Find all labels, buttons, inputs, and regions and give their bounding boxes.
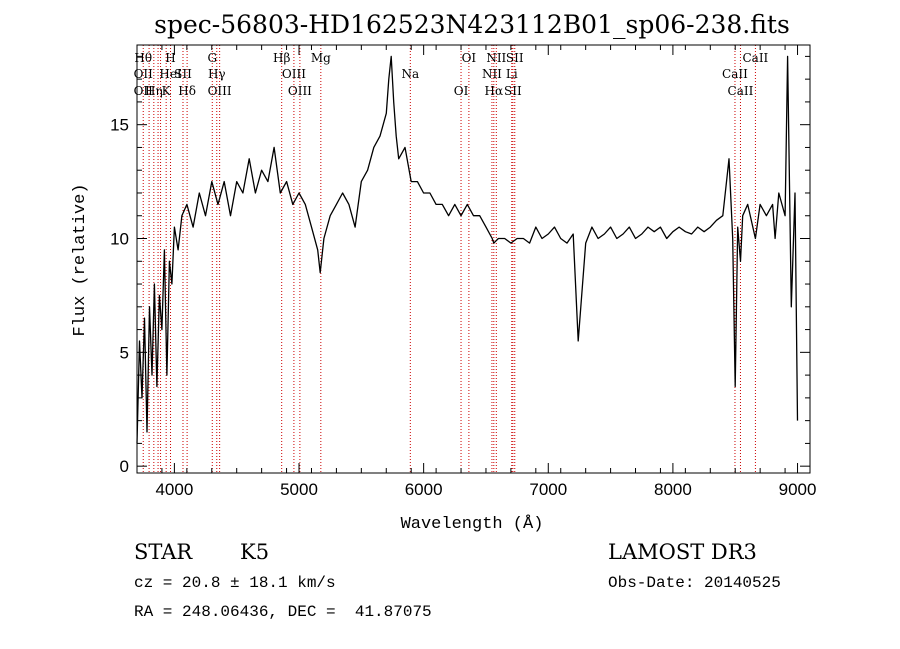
line-marker-label: CaII bbox=[728, 84, 754, 98]
redshift-readout: cz = 20.8 ± 18.1 km/s bbox=[134, 574, 336, 592]
y-tick-label: 5 bbox=[120, 343, 129, 362]
y-tick-label: 15 bbox=[110, 116, 129, 135]
x-tick-label: 7000 bbox=[529, 480, 567, 499]
line-marker-label: Li bbox=[506, 67, 518, 81]
line-marker-label: NII bbox=[482, 67, 502, 81]
x-tick-label: 6000 bbox=[405, 480, 443, 499]
line-marker-label: K bbox=[162, 84, 172, 98]
spectrum-series bbox=[136, 55, 799, 444]
y-tick-label: 10 bbox=[110, 230, 129, 249]
line-marker-label: NII bbox=[486, 51, 506, 65]
line-marker-label: Hδ bbox=[178, 84, 196, 98]
line-marker-label: CaII bbox=[742, 51, 768, 65]
line-marker-label: OI bbox=[454, 84, 469, 98]
emission-line-markers bbox=[142, 45, 756, 473]
line-marker-label: CaII bbox=[722, 67, 748, 81]
x-tick-label: 5000 bbox=[280, 480, 318, 499]
line-marker-label: G bbox=[207, 51, 217, 65]
line-marker-label: SII bbox=[506, 51, 524, 65]
x-tick-label: 8000 bbox=[654, 480, 692, 499]
line-marker-label: Na bbox=[401, 67, 419, 81]
spectrum-line bbox=[136, 55, 799, 444]
object-class: STAR bbox=[134, 540, 193, 564]
observation-date: Obs-Date: 20140525 bbox=[608, 574, 781, 592]
y-axis-label: Flux (relative) bbox=[71, 183, 90, 336]
chart-title: spec-56803-HD162523N423112B01_sp06-238.f… bbox=[154, 10, 790, 39]
line-marker-label: Hα bbox=[485, 84, 504, 98]
line-marker-label: SII bbox=[504, 84, 522, 98]
line-marker-label: Hη bbox=[145, 84, 163, 98]
line-marker-label: Hθ bbox=[134, 51, 152, 65]
object-subclass: K5 bbox=[240, 540, 270, 564]
line-marker-label: Hβ bbox=[273, 51, 290, 65]
y-tick-label: 0 bbox=[120, 457, 129, 476]
line-marker-label: Mg bbox=[311, 51, 331, 65]
x-tick-label: 9000 bbox=[779, 480, 817, 499]
x-tick-label: 4000 bbox=[155, 480, 193, 499]
coordinates-readout: RA = 248.06436, DEC = 41.87075 bbox=[134, 603, 432, 621]
line-marker-label: SII bbox=[174, 67, 192, 81]
plot-frame bbox=[136, 44, 811, 474]
line-marker-label: H bbox=[165, 51, 175, 65]
line-marker-label: HeI bbox=[159, 67, 182, 81]
line-marker-label: OI bbox=[462, 51, 477, 65]
x-axis-label: Wavelength (Å) bbox=[401, 515, 544, 534]
line-marker-label: OIII bbox=[208, 84, 232, 98]
axes: 4000 5000 6000 7000 8000 9000 0 5 10 15 bbox=[110, 45, 816, 499]
line-marker-label: Hγ bbox=[208, 67, 226, 81]
survey-label: LAMOST DR3 bbox=[608, 540, 757, 564]
line-marker-label: OIII bbox=[288, 84, 312, 98]
line-marker-label: OII bbox=[134, 84, 154, 98]
line-marker-label: OIII bbox=[282, 67, 306, 81]
line-marker-label: OII bbox=[134, 67, 154, 81]
